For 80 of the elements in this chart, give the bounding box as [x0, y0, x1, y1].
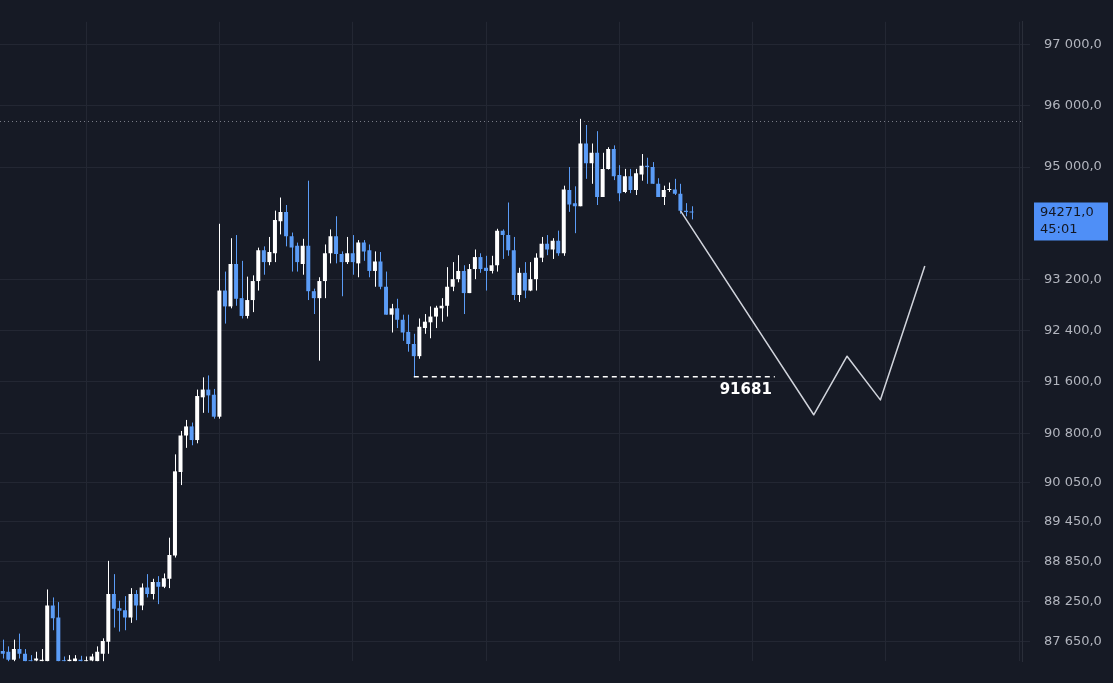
candlestick	[239, 260, 244, 319]
candlestick	[506, 202, 511, 257]
candlestick	[484, 255, 489, 292]
candlestick	[556, 230, 561, 257]
candlestick	[450, 261, 455, 292]
y-tick-label: 90 800,0	[1044, 424, 1102, 440]
candlestick	[539, 236, 544, 263]
candlestick	[311, 288, 316, 315]
candlestick	[411, 333, 416, 378]
y-tick-label: 89 450,0	[1044, 513, 1102, 529]
candlestick	[583, 124, 588, 180]
candlestick	[189, 422, 194, 446]
candlestick	[517, 267, 522, 303]
candlestick	[633, 168, 638, 196]
candlestick	[345, 236, 350, 265]
candlestick	[478, 252, 483, 274]
candlestick	[245, 276, 250, 319]
candlestick	[622, 168, 627, 194]
candlestick	[422, 313, 427, 335]
candlestick	[50, 596, 55, 631]
candlestick	[356, 239, 361, 278]
y-tick-label: 96 000,0	[1044, 96, 1102, 112]
candlestick	[122, 595, 127, 631]
candlestick	[150, 578, 155, 600]
y-tick-label: 92 400,0	[1044, 321, 1102, 337]
candlestick	[389, 303, 394, 334]
text: 45:01	[1040, 220, 1078, 236]
y-tick-label: 91 600,0	[1044, 373, 1102, 389]
candlestick	[689, 205, 694, 220]
candlestick	[145, 573, 150, 598]
candlestick	[300, 238, 305, 276]
candlestick	[17, 633, 22, 659]
candlestick	[472, 249, 477, 280]
candlestick	[128, 587, 133, 624]
candlestick	[656, 177, 661, 198]
candlestick	[661, 185, 666, 206]
candlestick	[222, 271, 227, 325]
y-tick-label: 97 000,0	[1044, 35, 1102, 51]
candlestick	[211, 388, 216, 420]
candlestick	[200, 376, 205, 414]
candlestick	[572, 185, 577, 234]
candlestick	[134, 589, 139, 621]
candlestick	[317, 276, 322, 362]
candlestick	[461, 264, 466, 315]
y-tick-label: 88 850,0	[1044, 552, 1102, 568]
candlestick	[445, 266, 450, 318]
candlestick	[261, 245, 266, 276]
candlestick	[11, 639, 16, 662]
candlestick	[678, 183, 683, 215]
candlestick	[534, 252, 538, 292]
candlestick	[606, 146, 611, 171]
candlestick	[328, 228, 333, 264]
candlestick	[650, 161, 655, 185]
candlestick	[184, 419, 189, 449]
candlestick	[372, 250, 377, 288]
candlestick	[628, 168, 633, 194]
candlestick	[267, 236, 272, 266]
candlestick	[528, 261, 533, 292]
candlestick	[250, 274, 255, 313]
candlestick	[334, 215, 339, 264]
y-tick-label: 95 000,0	[1044, 158, 1102, 174]
text: 94271,0	[1040, 203, 1094, 219]
candlestick	[339, 250, 344, 297]
candlestick	[139, 582, 144, 611]
annotation: 91681	[719, 380, 772, 399]
y-tick-label: 93 200,0	[1044, 271, 1102, 287]
candlestick	[522, 261, 527, 299]
candlestick	[395, 298, 400, 329]
candlestick	[350, 234, 355, 276]
candlestick	[434, 305, 439, 329]
candlestick	[545, 234, 550, 256]
candlestick	[456, 254, 461, 283]
candlestick	[589, 143, 594, 185]
y-tick-label: 88 250,0	[1044, 592, 1102, 608]
candlestick	[639, 153, 644, 182]
y-tick-label: 90 050,0	[1044, 473, 1102, 489]
candlestick	[156, 575, 161, 605]
candlestick	[550, 237, 555, 260]
candlestick	[567, 166, 572, 213]
y-tick-label: 87 650,0	[1044, 633, 1102, 649]
